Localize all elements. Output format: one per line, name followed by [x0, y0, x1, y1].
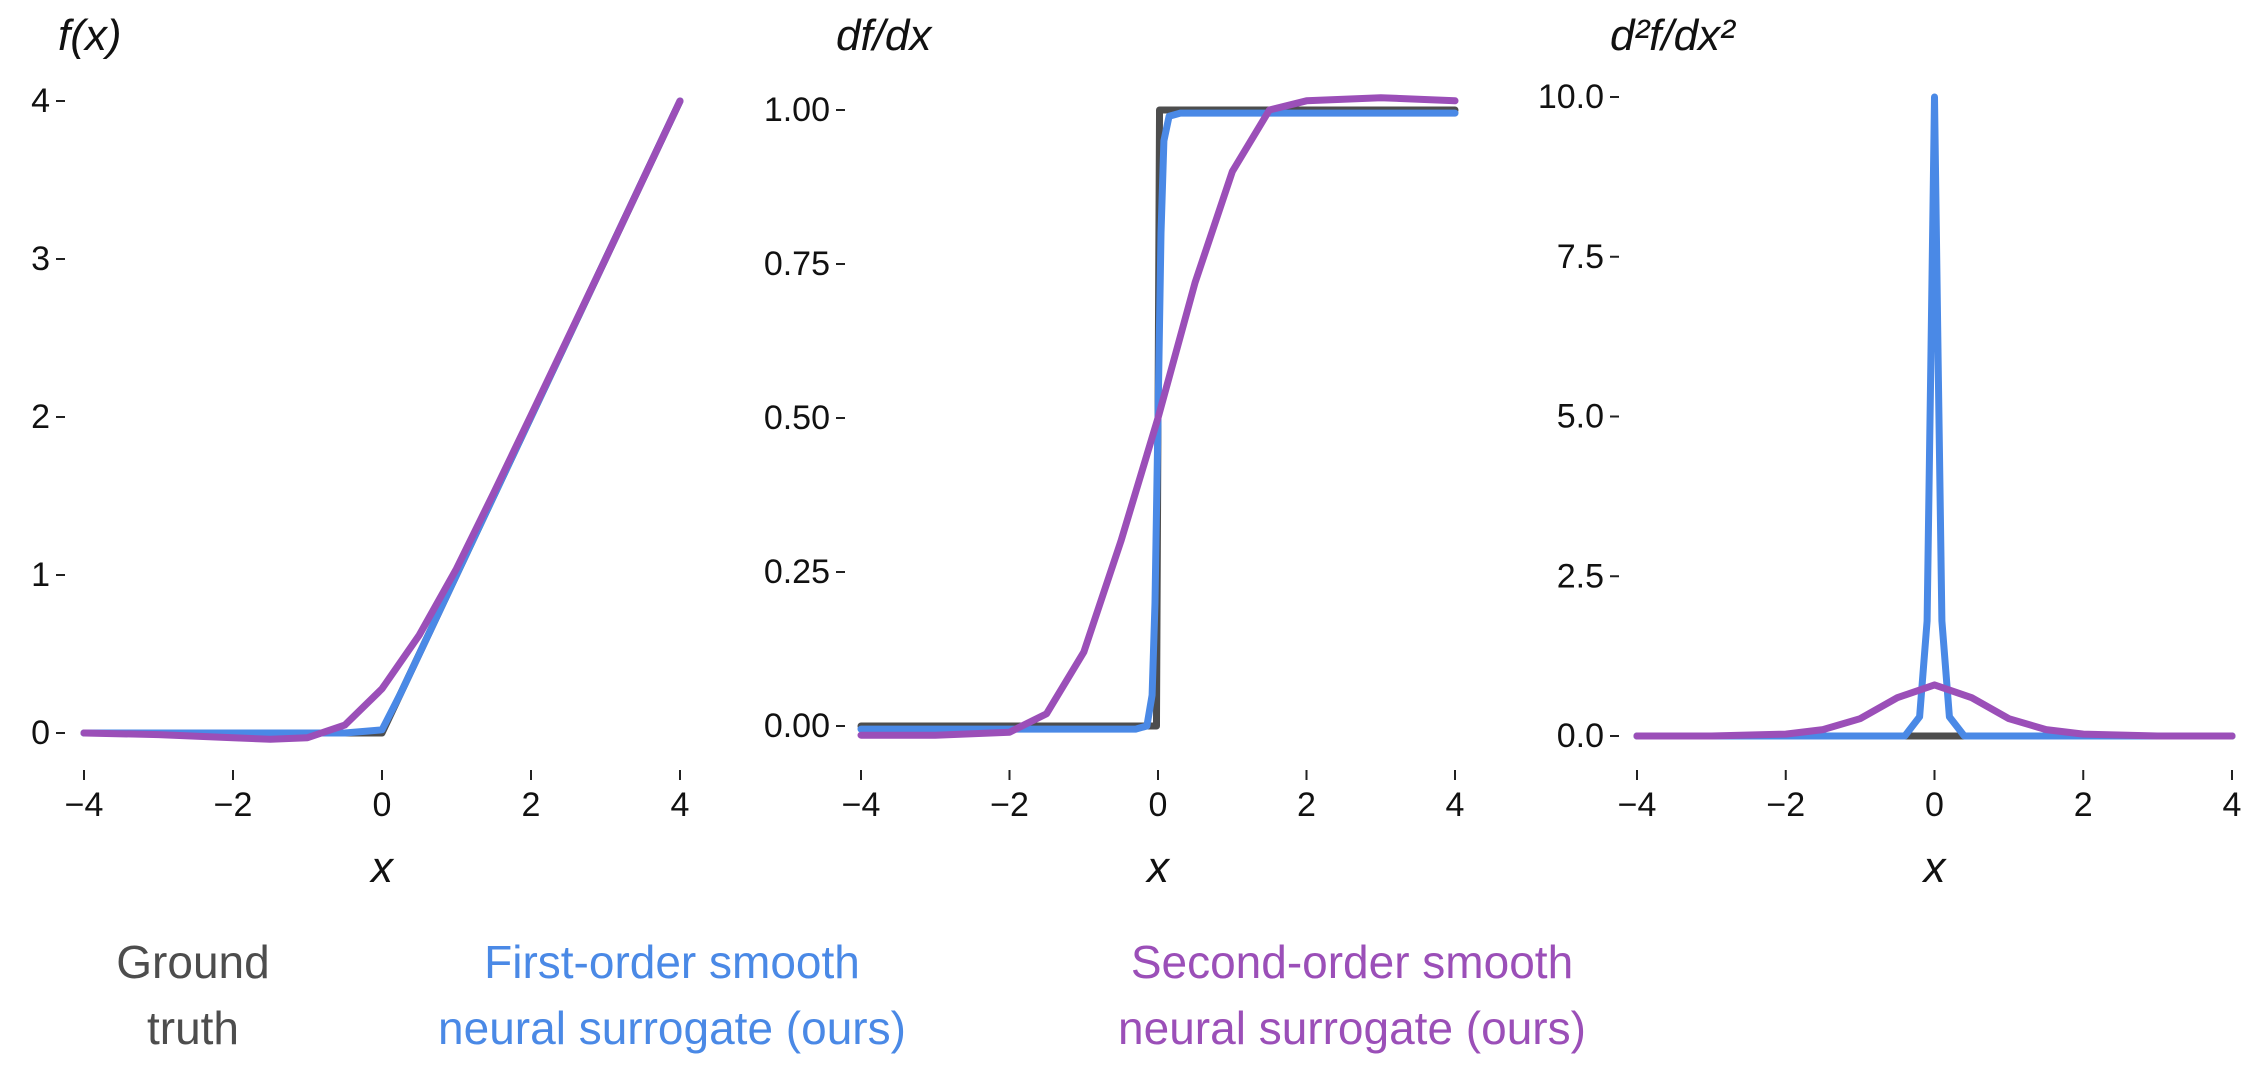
y-tick-label: 0	[31, 714, 50, 752]
series-line-ground-truth	[80, 97, 684, 737]
x-tick-label: −4	[65, 786, 104, 824]
legend-entry-line: First-order smooth	[484, 936, 860, 988]
y-tick-label: 0.0	[1557, 717, 1604, 755]
x-axis-title: x	[1922, 843, 1948, 892]
y-tick-label: 3	[31, 240, 50, 278]
legend-entry-line: neural surrogate (ours)	[1118, 1002, 1586, 1054]
y-tick-label: 5.0	[1557, 398, 1604, 436]
x-axis-title: x	[1145, 843, 1171, 892]
panel-3: 0.0 2.5 5.0 7.5 10.0 −4 −2 0 2 4 d²f/dx² x	[1538, 11, 2242, 892]
legend-entry-3: Second-order smooth neural surrogate (our…	[1118, 936, 1586, 1054]
legend-entry-line: neural surrogate (ours)	[438, 1002, 906, 1054]
y-tick-label: 1.00	[764, 91, 830, 129]
x-tick-label: −2	[214, 786, 253, 824]
y-tick-label: 7.5	[1557, 238, 1604, 276]
x-tick-label: 0	[1149, 786, 1168, 824]
legend-entry-2: First-order smooth neural surrogate (ours…	[438, 936, 906, 1054]
y-axis-title: d²f/dx²	[1610, 11, 1736, 60]
legend-entry-line: Ground	[116, 936, 269, 988]
y-tick-label: 1	[31, 556, 50, 594]
x-tick-label: 4	[2223, 786, 2242, 824]
x-tick-label: 0	[373, 786, 392, 824]
y-tick-label: 0.25	[764, 553, 830, 591]
x-tick-label: −4	[1618, 786, 1657, 824]
series-line-first-order	[1633, 93, 2236, 740]
series-line-second-order	[1633, 681, 2236, 740]
series-line-first-order	[80, 97, 684, 737]
x-tick-label: 2	[522, 786, 541, 824]
y-tick-label: 2.5	[1557, 557, 1604, 595]
x-tick-label: 2	[2074, 786, 2093, 824]
series-line-second-order	[80, 97, 684, 743]
x-tick-label: −4	[842, 786, 881, 824]
legend-entry-1: Ground truth	[116, 936, 269, 1054]
x-tick-label: 2	[1297, 786, 1316, 824]
y-tick-label: 4	[31, 82, 50, 120]
y-tick-label: 2	[31, 398, 50, 436]
panel-2: 0.00 0.25 0.50 0.75 1.00 −4 −2 0 2 4 df/dx x	[764, 11, 1465, 892]
legend-entry-line: Second-order smooth	[1131, 936, 1573, 988]
y-axis-title: f(x)	[58, 11, 122, 60]
x-tick-label: 0	[1925, 786, 1944, 824]
y-tick-label: 0.75	[764, 245, 830, 283]
y-tick-label: 0.50	[764, 399, 830, 437]
y-tick-label: 0.00	[764, 707, 830, 745]
series-line-second-order	[857, 94, 1459, 739]
x-tick-label: −2	[1766, 786, 1805, 824]
y-axis-title: df/dx	[836, 11, 933, 60]
x-tick-label: 4	[1446, 786, 1465, 824]
x-tick-label: 4	[671, 786, 690, 824]
x-axis-title: x	[369, 843, 395, 892]
y-tick-label: 10.0	[1538, 78, 1604, 116]
legend: Ground truth First-order smooth neural surr…	[116, 936, 1586, 1054]
legend-entry-line: truth	[147, 1002, 239, 1054]
x-tick-label: −2	[990, 786, 1029, 824]
